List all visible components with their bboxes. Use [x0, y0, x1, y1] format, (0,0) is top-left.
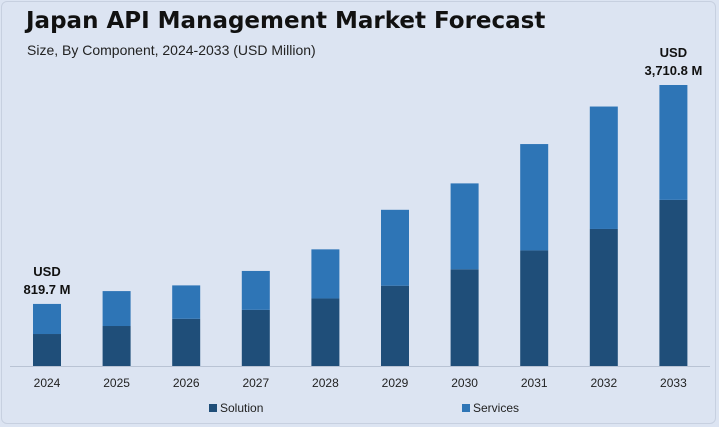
bar-services-2026 [172, 285, 201, 319]
total-label-value: 3,710.8 M [644, 63, 702, 78]
x-tick-label: 2032 [590, 376, 617, 390]
bar-solution-2033 [659, 199, 688, 366]
bar-solution-2029 [381, 285, 409, 366]
chart-subtitle: Size, By Component, 2024-2033 (USD Milli… [27, 42, 316, 58]
bar-services-2025 [102, 291, 131, 327]
bar-solution-2024 [33, 334, 61, 366]
bar-services-2024 [33, 303, 61, 335]
bar-solution-2031 [520, 250, 549, 366]
bar-solution-2025 [102, 326, 131, 366]
legend-label-services: Services [473, 401, 519, 415]
total-label-unit: USD [33, 264, 60, 279]
total-label-value: 819.7 M [24, 282, 71, 297]
bar-services-2027 [241, 270, 270, 310]
x-tick-label: 2029 [382, 376, 409, 390]
bar-services-2032 [589, 106, 618, 229]
bar-solution-2028 [311, 298, 340, 366]
x-tick-label: 2025 [103, 376, 130, 390]
legend-swatch-services [462, 404, 470, 412]
bar-solution-2032 [589, 228, 618, 366]
bar-solution-2030 [450, 269, 479, 366]
x-tick-label: 2028 [312, 376, 339, 390]
bar-services-2029 [381, 209, 409, 286]
bar-services-2031 [520, 144, 549, 251]
legend-label-solution: Solution [220, 401, 263, 415]
bar-solution-2027 [241, 309, 270, 366]
chart-title: Japan API Management Market Forecast [26, 8, 546, 34]
x-tick-label: 2026 [173, 376, 200, 390]
x-tick-label: 2027 [242, 376, 269, 390]
total-label-unit: USD [660, 45, 687, 60]
bar-solution-2026 [172, 318, 201, 366]
x-tick-label: 2030 [451, 376, 478, 390]
x-tick-label: 2024 [34, 376, 61, 390]
x-tick-label: 2033 [660, 376, 687, 390]
x-tick-label: 2031 [521, 376, 548, 390]
bar-services-2028 [311, 249, 340, 299]
bar-services-2033 [659, 85, 688, 200]
bar-services-2030 [450, 183, 479, 270]
legend-swatch-solution [209, 404, 217, 412]
